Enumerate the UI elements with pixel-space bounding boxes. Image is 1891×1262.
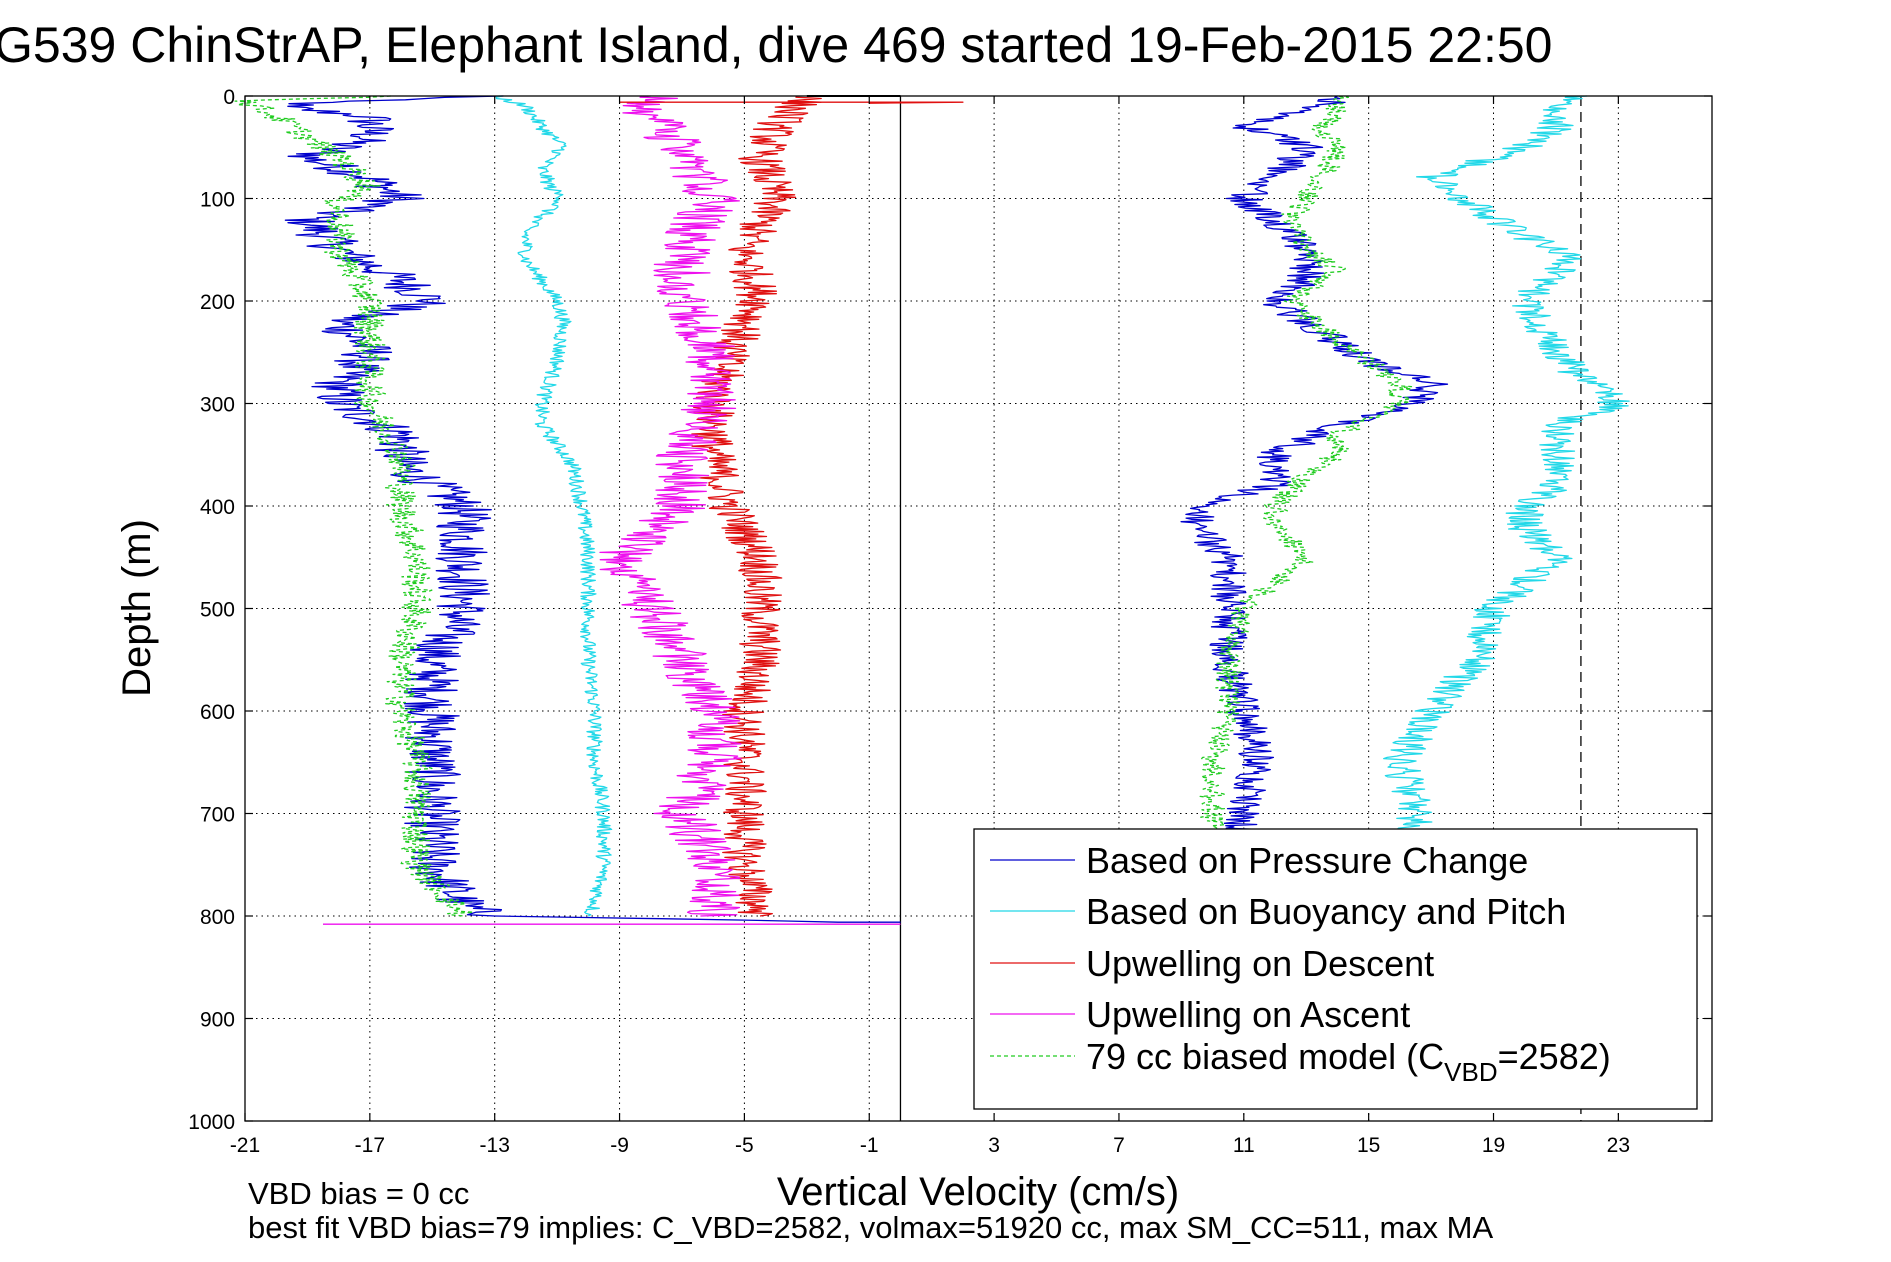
series-buoyancy-ascent [1383, 95, 1630, 917]
x-tick-label: -17 [355, 1134, 385, 1157]
x-tick-label: 11 [1233, 1134, 1255, 1157]
x-tick-label: 15 [1357, 1134, 1380, 1157]
y-tick-label: 600 [200, 701, 235, 724]
x-tick-label: 23 [1607, 1134, 1630, 1157]
series-upwelling-descent [691, 95, 822, 917]
series-pressure-descent [284, 95, 504, 917]
legend: Based on Pressure Change Based on Buoyanc… [973, 828, 1698, 1110]
x-tick-label: 3 [988, 1134, 1000, 1157]
y-tick-label: 300 [200, 394, 235, 417]
x-tick-label: -9 [610, 1134, 629, 1157]
y-tick-label: 100 [200, 189, 235, 212]
legend-label: Upwelling on Ascent [1086, 994, 1410, 1035]
footer-best-fit: best fit VBD bias=79 implies: C_VBD=2582… [248, 1210, 1493, 1245]
x-axis-label: Vertical Velocity (cm/s) [777, 1170, 1179, 1214]
y-tick-label: 200 [200, 291, 235, 314]
series-upwelling-ascent [599, 95, 742, 917]
x-tick-label: -21 [230, 1134, 260, 1157]
series-model-descent [234, 95, 474, 917]
footer-vbd-bias: VBD bias = 0 cc [248, 1176, 469, 1211]
series-bottom-spike-blue [494, 915, 901, 923]
x-tick-label: -1 [860, 1134, 879, 1157]
legend-label-subscript: VBD [1444, 1057, 1497, 1087]
x-tick-label: -13 [480, 1134, 510, 1157]
y-axis-ticks: 0 100 200 300 400 500 600 700 800 900 1000 [188, 86, 1712, 1134]
y-tick-label: 400 [200, 496, 235, 519]
y-tick-label: 800 [200, 906, 235, 929]
y-tick-label: 1000 [188, 1111, 235, 1134]
legend-label-suffix: =2582) [1498, 1036, 1611, 1077]
x-axis-ticks: -21 -17 -13 -9 -5 -1 3 7 11 15 19 23 [230, 96, 1630, 1157]
x-tick-label: 19 [1482, 1134, 1505, 1157]
y-tick-label: 500 [200, 599, 235, 622]
y-axis-label: Depth (m) [115, 519, 159, 697]
y-tick-label: 0 [223, 86, 235, 109]
legend-box [973, 828, 1698, 1110]
series-top-spike-red [619, 101, 964, 104]
legend-label: Based on Buoyancy and Pitch [1086, 891, 1566, 932]
series-model-ascent [1199, 95, 1413, 917]
legend-label: Based on Pressure Change [1086, 840, 1528, 881]
series-buoyancy-descent [495, 95, 613, 917]
y-tick-label: 900 [200, 1009, 235, 1032]
legend-label: Upwelling on Descent [1086, 943, 1434, 984]
chart-title: G539 ChinStrAP, Elephant Island, dive 46… [0, 17, 1552, 73]
series-layer [234, 95, 1630, 925]
y-tick-label: 700 [200, 804, 235, 827]
x-tick-label: -5 [735, 1134, 754, 1157]
x-tick-label: 7 [1113, 1134, 1125, 1157]
